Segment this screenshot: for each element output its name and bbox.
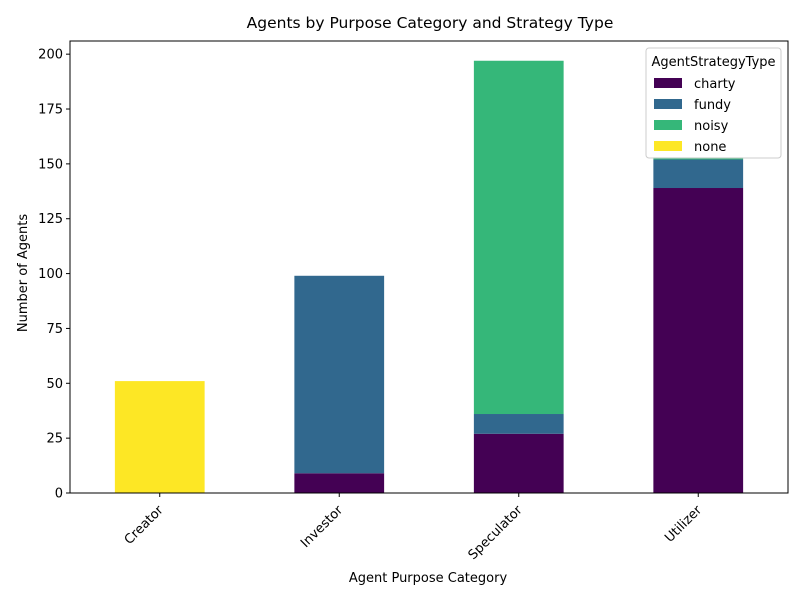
- y-tick-label: 100: [38, 267, 63, 282]
- bar-charty-utilizer: [653, 188, 744, 493]
- bar-fundy-speculator: [473, 414, 564, 434]
- bar-charty-speculator: [473, 433, 564, 493]
- legend-label-none: none: [694, 140, 726, 155]
- legend-swatch-noisy: [654, 120, 682, 130]
- legend-label-noisy: noisy: [694, 119, 729, 134]
- legend-box: [645, 47, 782, 159]
- bar-none-creator: [114, 381, 205, 493]
- bar-noisy-speculator: [473, 60, 564, 415]
- x-axis-label: Agent Purpose Category: [349, 571, 508, 586]
- y-tick-label: 125: [38, 212, 63, 227]
- y-axis-label: Number of Agents: [16, 214, 31, 332]
- legend-title: AgentStrategyType: [651, 55, 775, 70]
- y-tick-label: 75: [46, 322, 63, 337]
- bar-fundy-investor: [294, 275, 385, 474]
- legend-swatch-charty: [654, 78, 682, 88]
- chart-title: Agents by Purpose Category and Strategy …: [247, 14, 614, 32]
- y-axis: 0 25 50 75 100 125 150 175 200: [38, 48, 70, 502]
- bar-charty-investor: [294, 473, 385, 493]
- legend-label-charty: charty: [694, 77, 736, 92]
- y-tick-label: 25: [46, 432, 63, 447]
- y-tick-label: 200: [38, 48, 63, 63]
- y-tick-label: 175: [38, 103, 63, 118]
- y-tick-label: 0: [55, 487, 63, 502]
- legend: AgentStrategyType charty fundy noisy none: [645, 47, 782, 159]
- legend-swatch-fundy: [654, 99, 682, 109]
- bars-group: [114, 60, 744, 493]
- bar-fundy-utilizer: [653, 159, 744, 189]
- legend-label-fundy: fundy: [694, 98, 731, 113]
- y-tick-label: 150: [38, 157, 63, 172]
- plot-frame: [69, 40, 789, 494]
- y-tick-label: 50: [46, 377, 63, 392]
- legend-swatch-none: [654, 141, 682, 151]
